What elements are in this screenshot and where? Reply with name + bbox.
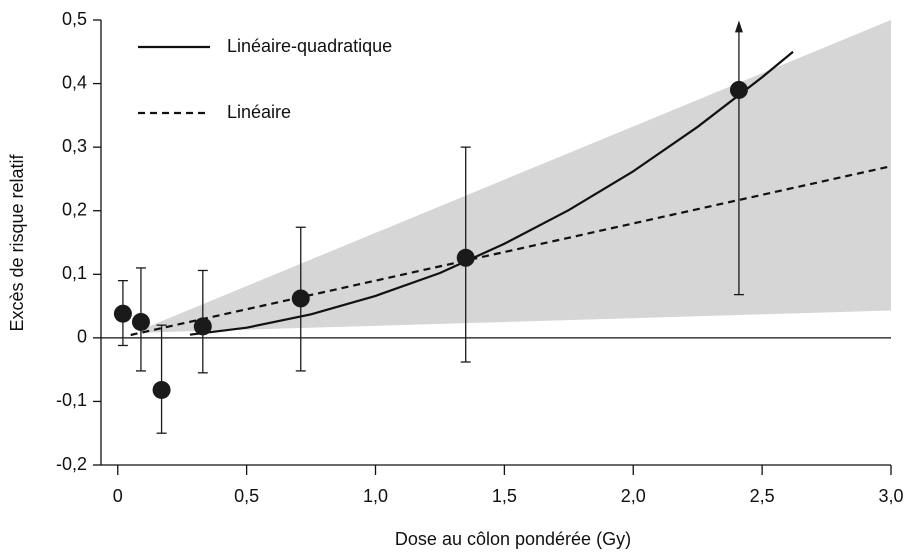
x-tick-label: 2,0 xyxy=(621,486,646,506)
y-tick-label: 0 xyxy=(77,327,87,347)
y-tick-label: 0,4 xyxy=(62,72,87,92)
confidence-band xyxy=(139,20,891,333)
data-point xyxy=(291,289,310,308)
data-point xyxy=(193,317,212,336)
fit-line xyxy=(189,50,794,336)
data-point xyxy=(152,380,171,399)
y-tick-label: -0,2 xyxy=(56,454,87,474)
legend-label: Linéaire-quadratique xyxy=(227,36,392,56)
y-tick-label: 0,2 xyxy=(62,199,87,219)
x-tick-label: 1,5 xyxy=(492,486,517,506)
y-tick-label: -0,1 xyxy=(56,390,87,410)
data-point xyxy=(131,312,150,331)
fit-line xyxy=(130,165,892,337)
y-axis-label: Excès de risque relatif xyxy=(7,153,27,331)
y-tick-label: 0,1 xyxy=(62,263,87,283)
x-tick-label: 0 xyxy=(113,486,123,506)
data-point xyxy=(729,80,748,99)
x-tick-label: 1,0 xyxy=(363,486,388,506)
data-point xyxy=(456,248,475,267)
legend-label: Linéaire xyxy=(227,102,291,122)
x-axis-label: Dose au côlon pondérée (Gy) xyxy=(395,529,631,549)
y-tick-label: 0,3 xyxy=(62,136,87,156)
y-tick-label: 0,5 xyxy=(62,9,87,29)
x-tick-label: 2,5 xyxy=(750,486,775,506)
data-point xyxy=(113,304,132,323)
x-tick-label: 0,5 xyxy=(234,486,259,506)
x-tick-label: 3,0 xyxy=(878,486,903,506)
error-arrow xyxy=(734,20,743,33)
